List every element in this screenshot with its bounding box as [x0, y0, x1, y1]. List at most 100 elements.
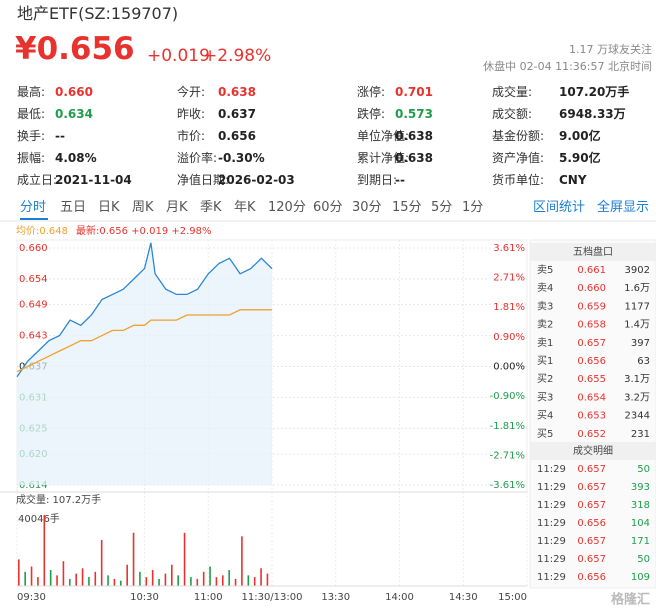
chart-tab[interactable]: 月K [166, 200, 188, 215]
trade-price: 0.657 [577, 482, 606, 493]
trade-price: 0.656 [577, 518, 606, 529]
stat-label: 资产净值: [492, 151, 545, 165]
book-volume: 397 [631, 338, 650, 349]
volume-bar [183, 532, 186, 586]
y-tick-label: 0.643 [19, 331, 48, 342]
stat-label: 成交量: [492, 85, 533, 99]
stat-value: 4.08% [55, 151, 97, 165]
chart-tab[interactable]: 120分 [268, 200, 306, 215]
trade-price: 0.657 [577, 536, 606, 547]
range-stats-button[interactable]: 区间统计 [533, 200, 586, 215]
volume-bar [120, 580, 122, 586]
trade-volume: 50 [637, 554, 650, 565]
y2-tick-label: 1.81% [493, 302, 525, 313]
volume-bar [107, 575, 109, 586]
x-tick-label: 14:00 [385, 592, 414, 603]
order-book-header [530, 243, 656, 261]
chart-tab[interactable]: 5分 [431, 200, 453, 215]
chart-tab[interactable]: 15分 [392, 200, 422, 215]
volume-bar [222, 575, 224, 586]
chart-tab[interactable]: 30分 [352, 200, 382, 215]
book-side: 买5 [537, 428, 553, 440]
book-volume: 1.6万 [624, 283, 650, 294]
volume-bar [260, 568, 262, 586]
stat-value: 2026-02-03 [218, 173, 295, 187]
book-side: 买4 [537, 410, 553, 422]
stat-label: 换手: [17, 129, 46, 143]
trade-time: 11:29 [537, 536, 566, 547]
volume-bar [88, 577, 90, 586]
book-volume: 3902 [625, 265, 650, 276]
book-price: 0.659 [577, 301, 606, 312]
x-tick-label: 09:30 [17, 592, 46, 603]
order-book-title: 五档盘口 [573, 245, 613, 258]
book-side: 买2 [537, 373, 553, 385]
average-line [16, 309, 272, 373]
x-tick-label: 11:00 [194, 592, 223, 603]
chart-tab[interactable]: 60分 [313, 200, 343, 215]
trade-price: 0.657 [577, 500, 606, 511]
volume-bar [62, 561, 65, 586]
legend-latest: 最新:0.656 +0.019 +2.98% [76, 224, 212, 237]
volume-bar [75, 573, 77, 586]
trade-time: 11:29 [537, 518, 566, 529]
stat-value: 0.637 [218, 107, 256, 121]
chart-tab[interactable]: 周K [132, 200, 154, 215]
x-tick-label: 15:00 [498, 592, 527, 603]
book-volume: 1.4万 [624, 320, 650, 331]
trades-header [530, 442, 656, 460]
y-tick-label: 0.654 [19, 274, 48, 285]
chart-tab[interactable]: 1分 [462, 200, 484, 215]
volume-bar [247, 575, 250, 586]
volume-bar [202, 571, 205, 586]
chart-tab[interactable]: 五日 [60, 200, 87, 215]
stat-label: 到期日: [357, 173, 398, 187]
trades-title: 成交明细 [573, 444, 613, 457]
book-volume: 231 [631, 429, 650, 440]
volume-bar [126, 564, 128, 586]
volume-bar [164, 573, 167, 586]
volume-bar [139, 571, 141, 586]
active-tab-underline [20, 218, 48, 220]
trade-volume: 171 [631, 536, 650, 547]
price-change-pct: +2.98% [203, 46, 272, 66]
book-volume: 63 [637, 356, 650, 367]
stat-value: 0.656 [218, 129, 256, 143]
stat-value: 107.20万手 [559, 85, 630, 99]
book-price: 0.653 [577, 411, 606, 422]
chart-tab[interactable]: 日K [98, 200, 120, 215]
stat-value: CNY [559, 173, 587, 187]
book-price: 0.661 [577, 265, 606, 276]
volume-title: 成交量: 107.2万手 [16, 493, 101, 506]
book-volume: 3.1万 [624, 374, 650, 385]
volume-bar [24, 571, 26, 586]
volume-bar [132, 532, 135, 586]
x-tick-label: 10:30 [130, 592, 159, 603]
stat-label: 成交额: [492, 107, 533, 121]
volume-bar [228, 570, 230, 586]
volume-bar [253, 577, 256, 586]
book-side: 买1 [537, 355, 553, 367]
stat-value: 6948.33万 [559, 107, 626, 121]
fullscreen-button[interactable]: 全屏显示 [597, 200, 650, 215]
volume-bar [49, 570, 52, 586]
volume-bar [113, 578, 116, 586]
y2-tick-label: 3.61% [493, 243, 525, 254]
volume-bar [94, 571, 97, 586]
volume-bar [177, 575, 179, 586]
y2-tick-label: 2.71% [493, 273, 525, 284]
chart-tab[interactable]: 分时 [20, 200, 47, 215]
stat-label: 振幅: [17, 151, 46, 165]
chart-tab[interactable]: 年K [234, 200, 256, 215]
security-name: 地产ETF(SZ:159707) [17, 4, 179, 23]
volume-bar [81, 568, 84, 586]
last-price: ¥0.656 [15, 31, 135, 67]
stat-value: 0.701 [395, 85, 433, 99]
trade-time: 11:29 [537, 464, 566, 475]
chart-tab[interactable]: 季K [200, 200, 222, 215]
stat-value: 5.90亿 [559, 151, 601, 165]
stat-value: 2021-11-04 [55, 173, 132, 187]
price-line [16, 242, 273, 378]
